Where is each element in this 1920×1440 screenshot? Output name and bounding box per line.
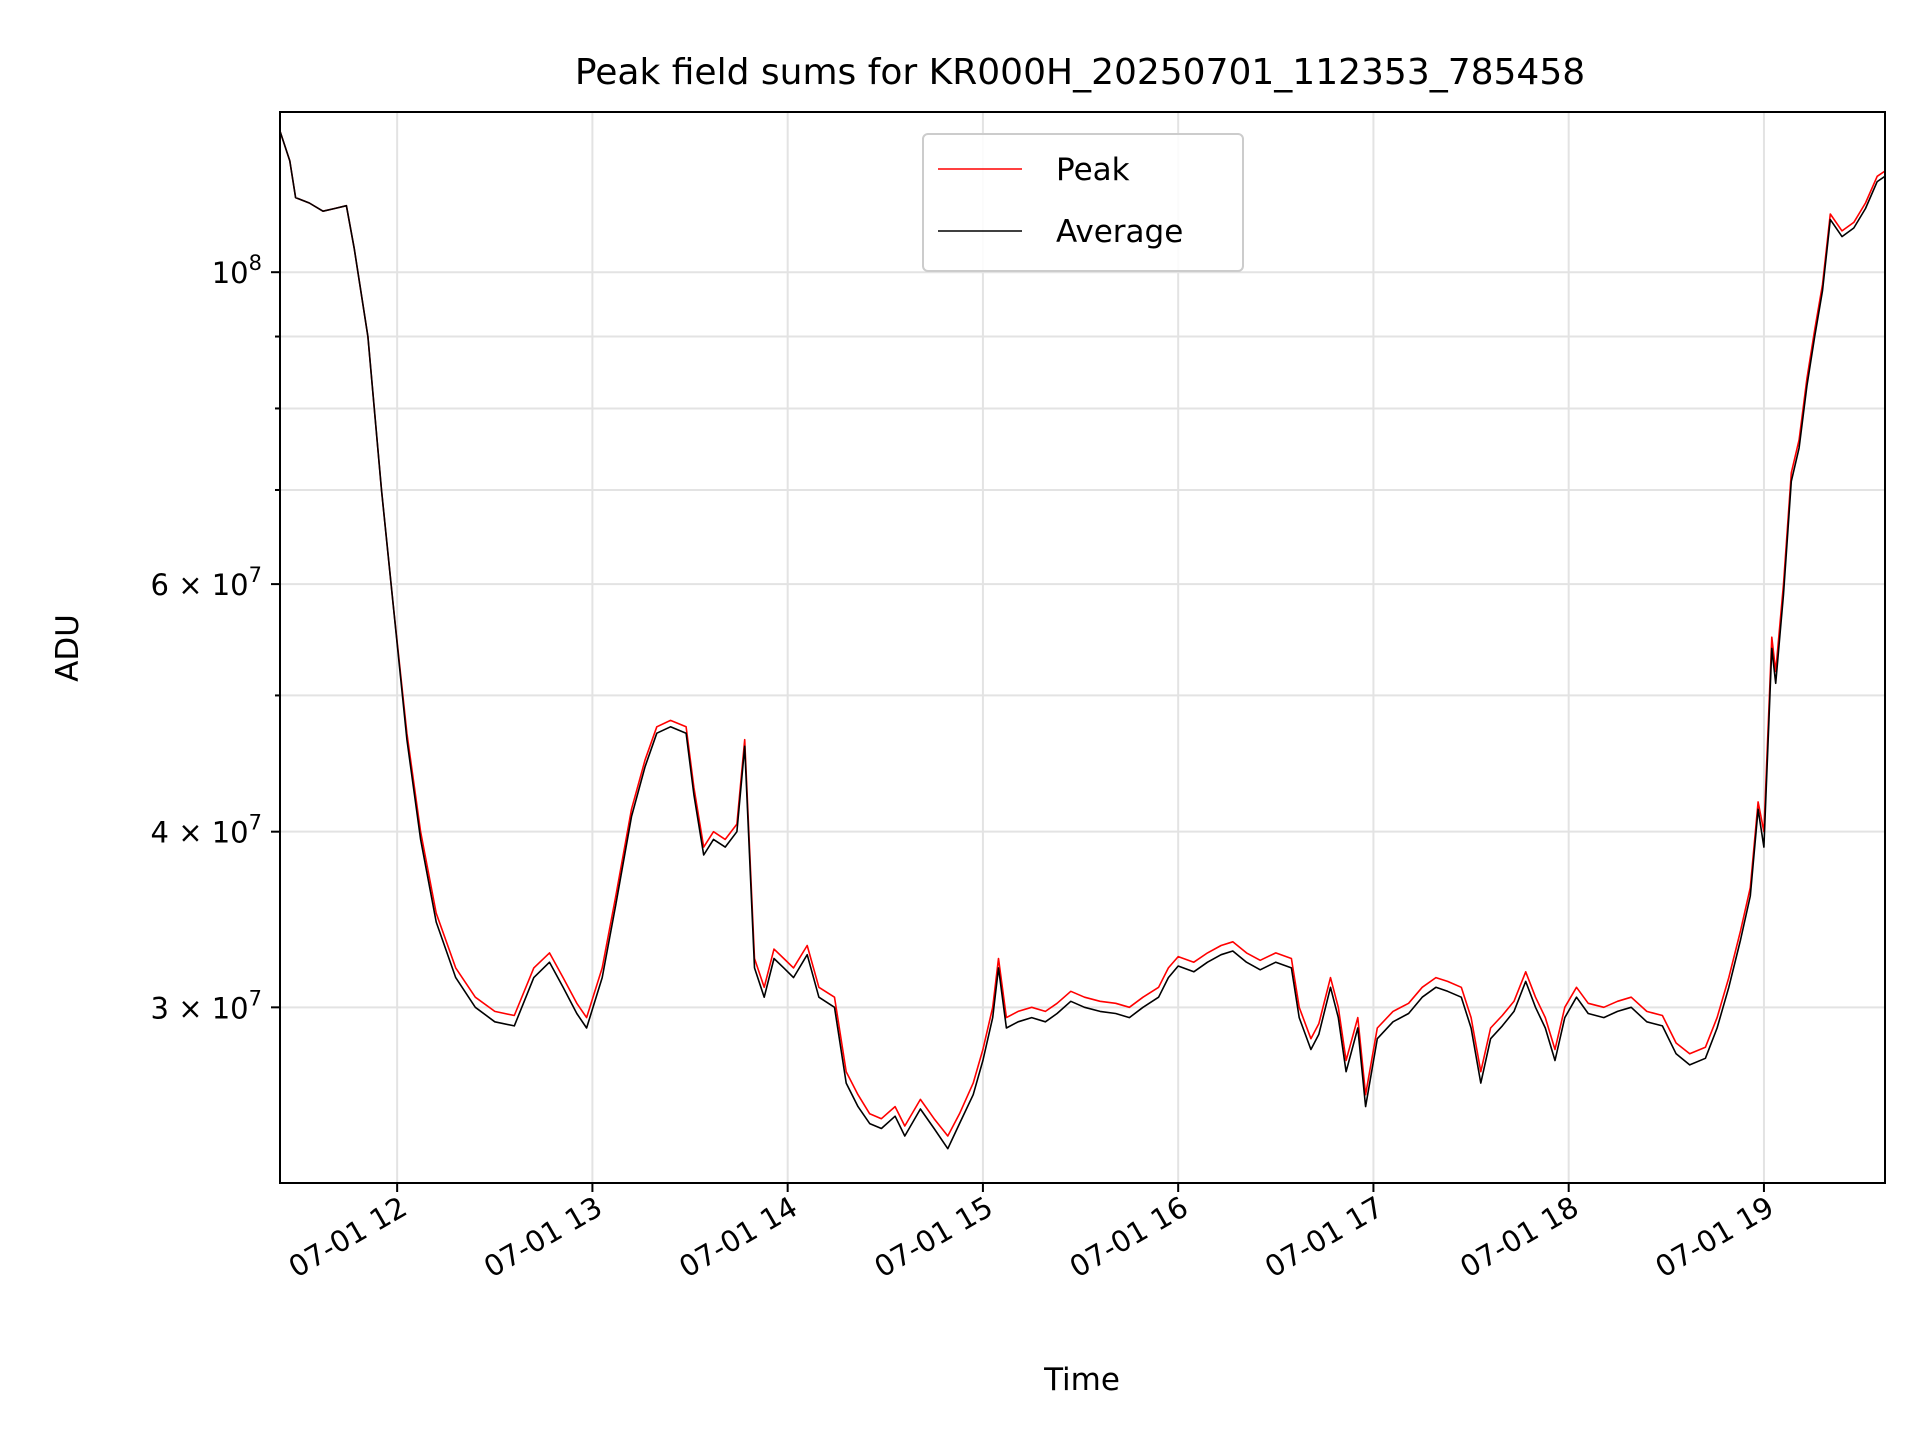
x-axis-label: Time [1043, 1362, 1120, 1398]
chart-title: Peak field sums for KR000H_20250701_1123… [575, 52, 1585, 93]
plot-frame [279, 111, 1886, 1184]
y-tick-label-base: 6 × 10 [151, 568, 249, 602]
y-tick-label-exponent: 8 [249, 251, 262, 275]
series-lines [280, 130, 1885, 1150]
y-tick-label-exponent: 7 [249, 811, 262, 835]
y-tick-label-base: 10 [212, 256, 249, 290]
y-axis-label: ADU [50, 614, 86, 682]
y-tick-label-exponent: 7 [249, 986, 262, 1010]
y-tick-label-base: 3 × 10 [151, 991, 249, 1025]
series-line-average [280, 130, 1885, 1150]
y-tick-label-exponent: 7 [249, 563, 262, 587]
legend: Peak Average [922, 133, 1244, 272]
y-tick-label: 3 × 107 [151, 986, 262, 1025]
grid [280, 112, 1885, 1183]
y-tick-label-base: 4 × 10 [151, 816, 249, 850]
y-tick-label: 108 [212, 251, 262, 290]
legend-label-peak: Peak [1056, 152, 1130, 188]
legend-label-average: Average [1056, 214, 1183, 250]
series-line-peak [280, 130, 1885, 1137]
y-tick-label: 4 × 107 [151, 811, 262, 850]
y-tick-label: 6 × 107 [151, 563, 262, 602]
